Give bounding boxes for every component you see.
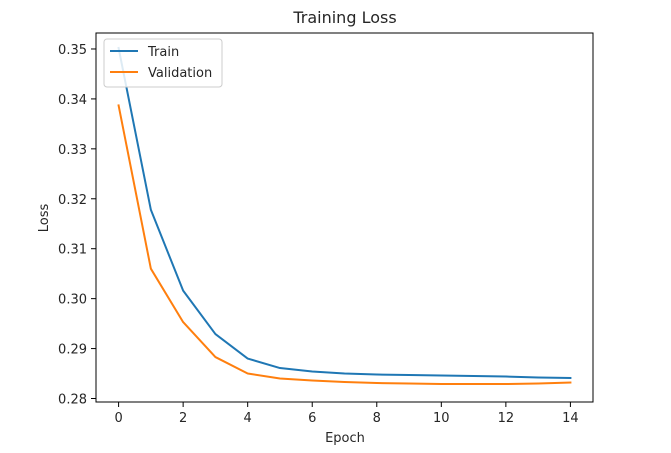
legend-label-train: Train bbox=[147, 45, 179, 60]
y-tick-label: 0.35 bbox=[58, 43, 87, 58]
legend-label-validation: Validation bbox=[148, 66, 212, 81]
y-axis-label: Loss bbox=[37, 204, 52, 233]
y-tick-label: 0.32 bbox=[58, 193, 87, 208]
x-tick-label: 6 bbox=[308, 411, 316, 426]
x-tick-label: 2 bbox=[179, 411, 187, 426]
y-tick-label: 0.34 bbox=[58, 93, 87, 108]
chart-title: Training Loss bbox=[292, 8, 396, 27]
x-tick-label: 8 bbox=[373, 411, 381, 426]
series-line-train bbox=[117, 46, 572, 380]
y-tick-label: 0.30 bbox=[58, 293, 87, 308]
x-tick-label: 12 bbox=[498, 411, 515, 426]
x-tick-label: 14 bbox=[562, 411, 579, 426]
y-tick-label: 0.28 bbox=[58, 393, 87, 408]
y-tick-label: 0.29 bbox=[58, 343, 87, 358]
series-line-validation bbox=[117, 104, 572, 386]
x-tick-label: 0 bbox=[114, 411, 122, 426]
x-tick-label: 10 bbox=[433, 411, 450, 426]
y-tick-label: 0.31 bbox=[58, 243, 87, 258]
x-axis-label: Epoch bbox=[325, 431, 365, 446]
y-tick-label: 0.33 bbox=[58, 143, 87, 158]
plot-frame bbox=[95, 32, 594, 403]
x-tick-label: 4 bbox=[244, 411, 252, 426]
